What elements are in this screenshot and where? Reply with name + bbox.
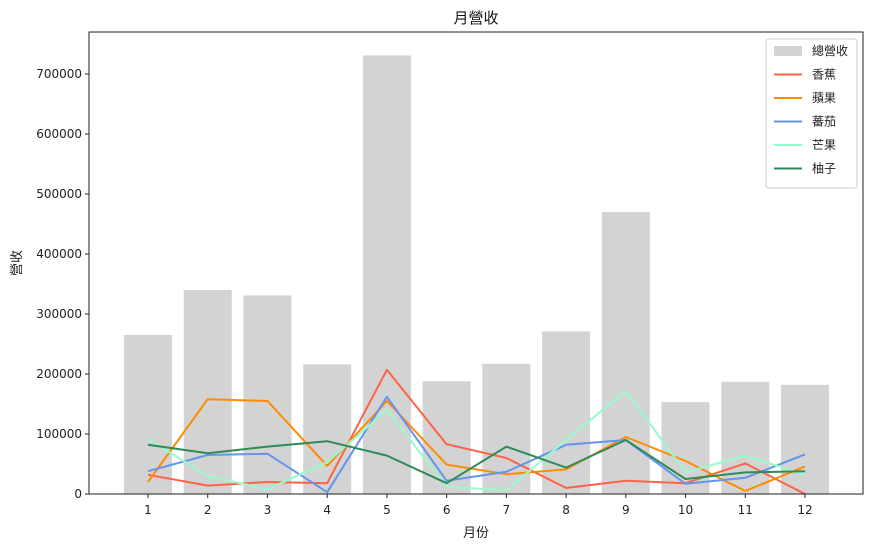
x-tick-label: 3 — [264, 503, 272, 517]
bar-month-5 — [362, 55, 411, 495]
y-axis-title: 營收 — [10, 250, 25, 276]
legend-label: 蘋果 — [812, 91, 836, 105]
chart-title: 月營收 — [453, 9, 498, 27]
y-tick-label: 100000 — [36, 427, 82, 441]
bar-month-4 — [303, 364, 352, 494]
y-tick-label: 200000 — [36, 367, 82, 381]
legend-label: 芒果 — [812, 137, 836, 152]
y-tick-label: 400000 — [36, 247, 82, 261]
legend-swatch-bar — [774, 46, 802, 56]
x-tick-label: 2 — [204, 503, 212, 517]
line-series-group — [147, 368, 806, 495]
axes-frame — [88, 31, 864, 495]
x-tick-label: 9 — [622, 503, 630, 517]
line-series-4 — [147, 389, 806, 492]
x-tick-label: 4 — [323, 503, 331, 517]
line-series-2 — [147, 398, 806, 492]
x-tick-label: 1 — [144, 503, 152, 517]
line-series-3 — [147, 395, 806, 494]
line-series-5 — [147, 439, 806, 485]
bar-month-1 — [124, 335, 172, 494]
line-series-1 — [147, 368, 806, 495]
x-tick-label: 6 — [443, 503, 451, 517]
y-tick-label: 700000 — [36, 67, 82, 81]
x-tick-label: 10 — [678, 503, 693, 517]
x-tick-label: 8 — [562, 503, 570, 517]
legend-label: 蕃茄 — [812, 115, 836, 129]
x-axis-ticks: 1 2 3 4 5 6 7 8 9 10 11 12 — [144, 494, 813, 517]
y-tick-label: 300000 — [36, 307, 82, 321]
x-tick-label: 7 — [503, 503, 511, 517]
x-tick-label: 11 — [738, 503, 753, 517]
y-tick-label: 0 — [74, 487, 82, 501]
bar-month-6 — [422, 381, 471, 494]
legend-label: 柚子 — [812, 161, 836, 176]
legend-box — [765, 38, 858, 189]
y-tick-label: 600000 — [36, 127, 82, 141]
y-axis-ticks: 0 100000 200000 300000 400000 500000 600000 700… — [36, 67, 89, 501]
x-tick-label: 5 — [383, 503, 391, 517]
bar-month-12 — [781, 384, 829, 494]
y-tick-label: 500000 — [36, 187, 82, 201]
legend-label: 總營收 — [812, 43, 848, 58]
bar-month-3 — [243, 295, 292, 494]
bar-month-11 — [721, 381, 770, 494]
x-axis-title: 月份 — [463, 526, 489, 541]
legend-label: 香蕉 — [812, 68, 836, 82]
bar-month-2 — [183, 290, 232, 494]
x-tick-label: 12 — [797, 503, 812, 517]
